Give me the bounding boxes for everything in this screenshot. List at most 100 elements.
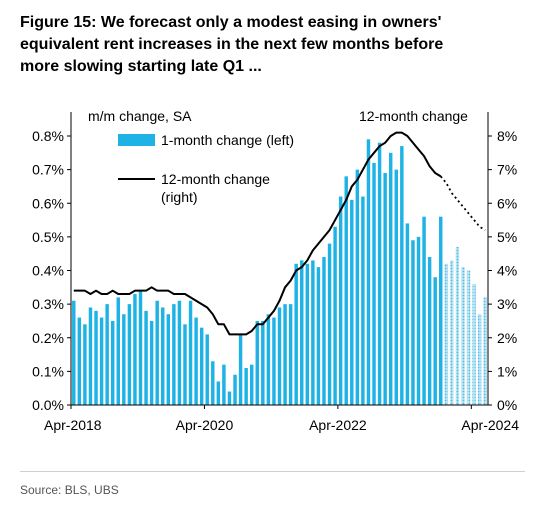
- bar-1-month-change: [411, 240, 415, 405]
- left-tick-label: 0.4%: [32, 263, 64, 279]
- legend-label-line: 12-month change: [161, 171, 270, 187]
- bar-1-month-change: [316, 267, 321, 405]
- axes-group: 0.0% 0.1% 0.2% 0.3% 0.4% 0.5% 0.6% 0.7% 0.8% 0% 1%…: [32, 112, 519, 433]
- bar-1-month-change: [433, 277, 437, 405]
- bar-forecast: [483, 297, 487, 405]
- x-tick-label: Apr-2018: [44, 417, 102, 433]
- bar-1-month-change: [427, 257, 432, 405]
- bar-1-month-change: [183, 324, 187, 405]
- bar-1-month-change: [172, 304, 176, 406]
- bar-1-month-change: [83, 324, 87, 405]
- bar-1-month-change: [227, 391, 232, 405]
- bar-1-month-change: [272, 317, 276, 405]
- bar-forecast: [477, 314, 482, 405]
- bar-1-month-change: [377, 142, 382, 406]
- bar-1-month-change: [283, 304, 287, 406]
- chart-title: Figure 15: We forecast only a modest eas…: [20, 12, 535, 78]
- bar-1-month-change: [222, 364, 226, 405]
- chart-canvas: 0.0% 0.1% 0.2% 0.3% 0.4% 0.5% 0.6% 0.7% 0.8% 0% 1%…: [32, 108, 519, 433]
- line-12-month-change: [73, 131, 442, 336]
- bar-1-month-change: [194, 317, 198, 405]
- legend-bar-swatch: [118, 134, 155, 146]
- left-tick-label: 0.6%: [32, 195, 64, 211]
- bar-1-month-change: [205, 334, 209, 405]
- bar-1-month-change: [177, 300, 182, 405]
- bar-1-month-change: [300, 260, 304, 405]
- bar-1-month-change: [238, 334, 243, 405]
- left-tick-label: 0.7%: [32, 162, 64, 178]
- bar-1-month-change: [122, 314, 126, 405]
- bar-1-month-change: [233, 374, 237, 405]
- bar-1-month-change: [110, 320, 115, 405]
- left-tick-label: 0.1%: [32, 363, 64, 379]
- title-line-2: equivalent rent increases in the next fe…: [20, 36, 444, 53]
- lines-group: [73, 131, 486, 336]
- bar-1-month-change: [199, 327, 204, 405]
- bar-1-month-change: [338, 196, 343, 405]
- right-axis-label: 12-month change: [359, 108, 468, 124]
- right-tick-label: 7%: [497, 162, 517, 178]
- x-tick-label: Apr-2022: [309, 417, 367, 433]
- right-tick-label: 0%: [497, 397, 517, 413]
- forecast-bars-group: [444, 246, 487, 405]
- line-12-month-forecast: [440, 175, 486, 231]
- bar-1-month-change: [311, 260, 315, 405]
- bar-1-month-change: [138, 290, 143, 405]
- bar-1-month-change: [127, 304, 132, 406]
- bar-1-month-change: [94, 310, 98, 405]
- right-tick-label: 6%: [497, 195, 517, 211]
- bar-1-month-change: [188, 300, 193, 405]
- bar-1-month-change: [77, 317, 82, 405]
- bar-1-month-change: [394, 169, 398, 405]
- bar-forecast: [472, 283, 476, 405]
- bar-1-month-change: [144, 310, 148, 405]
- legend-label-line-2: (right): [161, 189, 198, 205]
- left-axis-label: m/m change, SA: [88, 108, 192, 124]
- x-tick-label: Apr-2024: [461, 417, 519, 433]
- bar-1-month-change: [88, 307, 93, 405]
- bar-1-month-change: [344, 176, 348, 405]
- bar-1-month-change: [99, 317, 104, 405]
- bar-1-month-change: [161, 307, 165, 405]
- bar-1-month-change: [211, 361, 215, 405]
- bar-1-month-change: [244, 368, 248, 405]
- left-tick-label: 0.8%: [32, 128, 64, 144]
- bar-1-month-change: [405, 223, 410, 405]
- right-tick-label: 8%: [497, 128, 517, 144]
- bar-1-month-change: [72, 300, 76, 405]
- x-tick-label: Apr-2020: [176, 417, 234, 433]
- bar-1-month-change: [105, 304, 109, 406]
- left-tick-label: 0.2%: [32, 330, 64, 346]
- bars-group: [72, 139, 443, 406]
- bar-1-month-change: [322, 257, 326, 405]
- bar-1-month-change: [333, 226, 337, 405]
- bar-1-month-change: [305, 263, 310, 405]
- bar-1-month-change: [277, 307, 282, 405]
- bar-1-month-change: [249, 364, 254, 405]
- legend-label-bars: 1-month change (left): [161, 132, 294, 148]
- bar-1-month-change: [355, 169, 360, 405]
- bar-1-month-change: [416, 236, 421, 406]
- left-tick-label: 0.5%: [32, 229, 64, 245]
- bar-1-month-change: [294, 263, 298, 405]
- bar-1-month-change: [266, 314, 271, 405]
- bar-forecast: [450, 260, 454, 405]
- right-tick-label: 3%: [497, 296, 517, 312]
- bar-1-month-change: [350, 199, 354, 405]
- bar-1-month-change: [422, 216, 426, 405]
- bar-forecast: [461, 267, 465, 405]
- bar-forecast: [455, 246, 460, 405]
- left-tick-label: 0.3%: [32, 296, 64, 312]
- bar-1-month-change: [216, 381, 221, 405]
- bar-1-month-change: [255, 320, 259, 405]
- bar-1-month-change: [327, 243, 332, 405]
- bar-1-month-change: [388, 152, 393, 405]
- bar-1-month-change: [155, 300, 159, 405]
- bar-1-month-change: [366, 139, 371, 406]
- bar-1-month-change: [372, 162, 376, 405]
- left-tick-label: 0.0%: [32, 397, 64, 413]
- bar-1-month-change: [261, 320, 265, 405]
- right-tick-label: 1%: [497, 363, 517, 379]
- bar-1-month-change: [288, 304, 293, 406]
- right-tick-label: 4%: [497, 263, 517, 279]
